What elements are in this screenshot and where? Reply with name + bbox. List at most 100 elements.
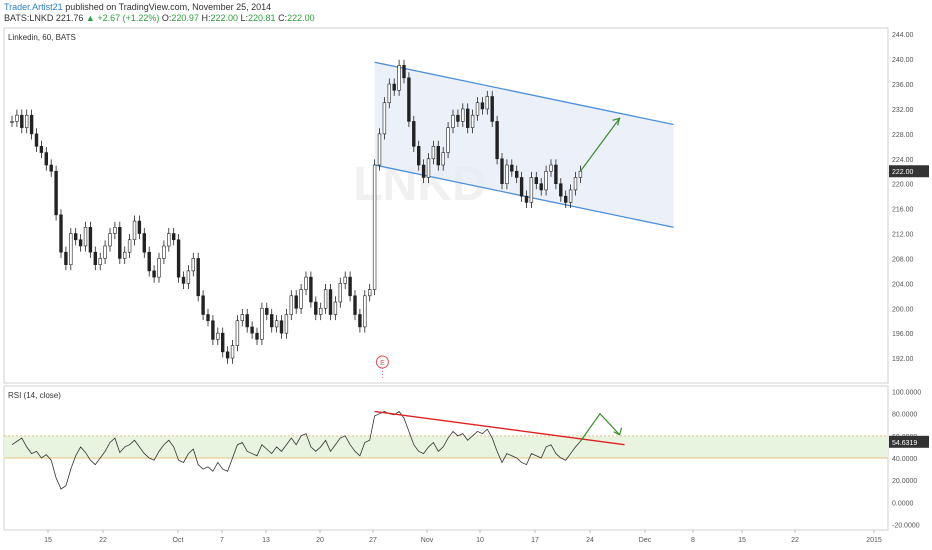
price-y-tick: 224.00 xyxy=(892,157,914,164)
price-candle xyxy=(495,121,499,160)
rsi-projection-arrow xyxy=(579,412,621,442)
x-tick-label: Dec xyxy=(639,537,652,544)
price-candle xyxy=(93,251,98,265)
price-candle xyxy=(392,83,396,91)
price-candle xyxy=(436,146,440,166)
price-candle xyxy=(108,233,112,247)
price-candle xyxy=(69,233,73,265)
price-candle xyxy=(113,226,117,234)
price-y-tick: 216.00 xyxy=(892,207,914,214)
price-candle xyxy=(563,195,568,203)
price-candle xyxy=(372,164,377,290)
price-y-tick: 244.00 xyxy=(892,32,914,39)
price-candle xyxy=(524,195,529,203)
rsi-y-tick: 100.0000 xyxy=(892,390,921,397)
price-candle xyxy=(147,251,151,272)
rsi-y-tick: 0.0000 xyxy=(892,500,914,507)
price-candle xyxy=(412,121,416,147)
price-candle xyxy=(578,170,583,178)
earnings-label: E xyxy=(380,360,385,367)
low-label: L: xyxy=(240,13,249,23)
x-tick-label: 15 xyxy=(44,537,52,544)
price-y-tick: 240.00 xyxy=(892,57,914,64)
price-candle xyxy=(377,133,382,166)
price-change: ▲ +2.67 (+1.22%) xyxy=(85,13,160,23)
x-tick-label: 8 xyxy=(691,537,695,544)
price-candle xyxy=(363,295,367,328)
rsi-y-tick: 40.0000 xyxy=(892,456,917,463)
price-candle xyxy=(157,258,161,278)
price-candle xyxy=(299,289,303,309)
publish-line: Trader.Artist21 published on TradingView… xyxy=(4,2,315,13)
price-candle xyxy=(534,177,539,185)
price-candle xyxy=(211,320,215,340)
price-marker-bg xyxy=(889,165,929,178)
quote-line: BATS:LNKD 221.76 ▲ +2.67 (+1.22%) O:220.… xyxy=(4,13,315,24)
price-y-tick: 232.00 xyxy=(892,107,914,114)
author-link[interactable]: Trader.Artist21 xyxy=(4,2,63,12)
price-candle xyxy=(172,233,176,241)
price-candle xyxy=(358,314,362,328)
price-candle xyxy=(265,307,269,315)
price-candle xyxy=(137,220,142,234)
close-value: 222.00 xyxy=(287,13,315,23)
price-candle xyxy=(10,121,14,123)
price-candle xyxy=(431,146,436,160)
price-candle xyxy=(59,214,63,253)
price-marker-label: 222.00 xyxy=(892,169,914,176)
price-candle xyxy=(196,258,200,297)
x-tick-label: 17 xyxy=(531,537,539,544)
price-candle xyxy=(74,233,78,241)
price-candle xyxy=(456,114,460,122)
price-y-tick: 192.00 xyxy=(892,356,914,363)
price-candle xyxy=(441,152,445,166)
price-pane-title: Linkedin, 60, BATS xyxy=(8,33,76,42)
price-candle xyxy=(294,295,298,309)
price-candle xyxy=(289,295,293,315)
price-candle xyxy=(235,320,240,346)
rsi-y-tick: 80.0000 xyxy=(892,412,917,419)
x-tick-label: 10 xyxy=(476,537,484,544)
price-candle xyxy=(152,270,156,278)
price-candle xyxy=(465,108,470,128)
rsi-y-tick: 20.0000 xyxy=(892,478,917,485)
price-candle xyxy=(78,239,83,247)
price-y-tick: 204.00 xyxy=(892,281,914,288)
price-y-tick: 200.00 xyxy=(892,306,914,313)
price-candle xyxy=(309,276,313,303)
price-candle xyxy=(485,96,489,110)
price-candle xyxy=(260,307,264,340)
high-value: 222.00 xyxy=(210,13,238,23)
price-candle xyxy=(554,164,558,185)
price-candle xyxy=(29,114,34,135)
x-tick-label: 24 xyxy=(586,537,594,544)
price-candle xyxy=(162,245,166,259)
price-candle xyxy=(83,226,88,247)
price-y-tick: 208.00 xyxy=(892,256,914,263)
price-candle xyxy=(118,226,122,259)
price-candle xyxy=(573,177,578,191)
price-candle xyxy=(367,289,372,297)
price-candle xyxy=(24,114,29,128)
price-candle xyxy=(206,314,210,322)
price-candle xyxy=(490,96,494,122)
price-candle xyxy=(274,320,279,328)
price-candle xyxy=(221,332,225,353)
symbol-label: BATS:LNKD xyxy=(4,13,54,23)
price-candle xyxy=(421,164,426,178)
price-y-tick: 228.00 xyxy=(892,132,914,139)
x-tick-label: 2015 xyxy=(866,537,882,544)
price-candle xyxy=(382,102,387,135)
price-candle xyxy=(416,146,421,166)
price-candle xyxy=(49,164,53,172)
rsi-line xyxy=(11,410,581,490)
price-candle xyxy=(176,239,181,278)
price-candle xyxy=(240,314,244,322)
channel-fill xyxy=(374,62,674,228)
close-label: C: xyxy=(278,13,288,23)
price-candle xyxy=(167,233,171,247)
price-candle xyxy=(250,326,254,334)
price-candle xyxy=(103,245,107,259)
